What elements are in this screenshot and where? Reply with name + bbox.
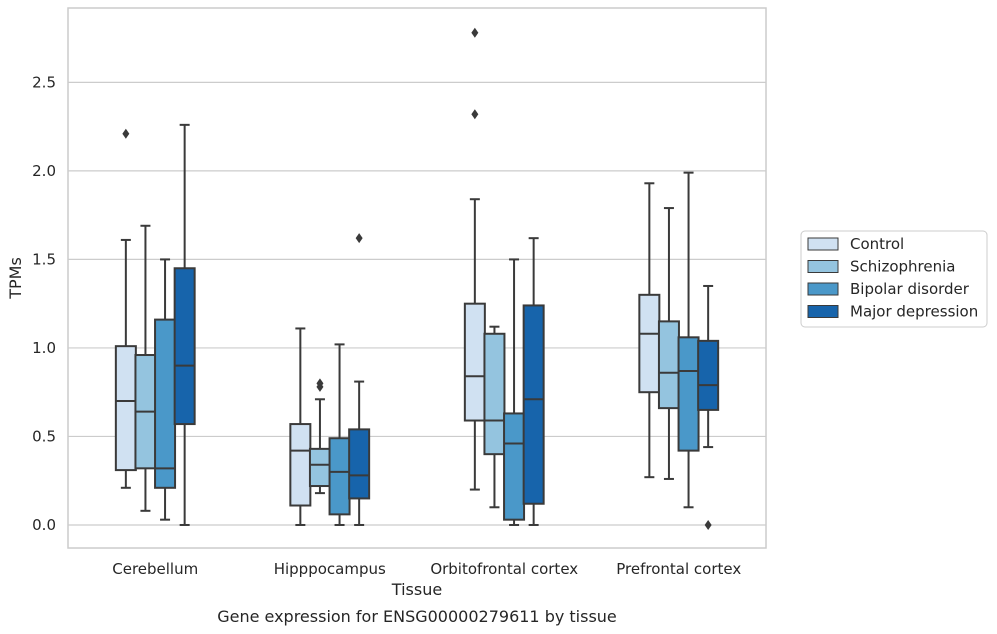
y-tick-labels: 0.0 0.5 1.0 1.5 2.0 2.5	[32, 73, 56, 534]
outlier-point	[471, 109, 479, 120]
box-major-depression	[348, 233, 371, 526]
outlier-point	[471, 27, 479, 38]
x-axis-label: Tissue	[391, 580, 442, 599]
legend-swatch	[807, 282, 839, 296]
x-tick-label: Orbitofrontal cortex	[430, 560, 578, 578]
x-tick-label: Hipppocampus	[274, 560, 386, 578]
legend-swatch	[807, 260, 839, 273]
legend-label: Major depression	[850, 303, 978, 321]
y-tick-label: 2.0	[32, 162, 56, 180]
legend-swatch	[807, 305, 839, 318]
box-bipolar-disorder	[328, 343, 351, 526]
box-iqr	[522, 304, 545, 505]
outlier-point	[122, 128, 130, 139]
legend-label: Schizophrenia	[850, 258, 955, 276]
box-iqr	[697, 339, 720, 411]
box-iqr	[328, 437, 351, 516]
box-bipolar-disorder	[677, 171, 700, 509]
box-iqr	[483, 332, 506, 456]
box-control	[289, 327, 312, 526]
y-axis-label: TPMs	[6, 257, 25, 300]
y-tick-label: 0.0	[32, 516, 56, 534]
legend-frame	[800, 230, 988, 328]
box-iqr	[154, 318, 177, 489]
box-iqr	[114, 345, 137, 472]
box-control	[638, 182, 661, 479]
box-schizophrenia	[308, 378, 331, 495]
legend-label: Bipolar disorder	[850, 280, 970, 298]
y-tick-label: 1.0	[32, 339, 56, 357]
box-control	[463, 27, 486, 491]
box-major-depression	[697, 284, 720, 530]
chart-caption: Gene expression for ENSG00000279611 by t…	[217, 607, 617, 626]
box-schizophrenia	[657, 207, 680, 480]
box-bipolar-disorder	[503, 258, 526, 526]
box-bipolar-disorder	[154, 258, 177, 521]
box-iqr	[657, 320, 680, 410]
x-tick-labels: Cerebellum Hipppocampus Orbitofrontal cort…	[112, 560, 741, 578]
box-iqr	[348, 428, 371, 500]
x-tick-label: Cerebellum	[112, 560, 198, 578]
box-iqr	[638, 293, 661, 394]
box-major-depression	[522, 237, 545, 526]
box-iqr	[308, 447, 331, 488]
boxes	[114, 27, 720, 530]
legend-label: Control	[850, 235, 904, 253]
box-iqr	[463, 302, 486, 422]
box-schizophrenia	[134, 224, 157, 512]
box-iqr	[173, 267, 196, 426]
box-control	[114, 128, 137, 489]
box-iqr	[503, 412, 526, 521]
box-major-depression	[173, 123, 196, 526]
legend-swatch	[807, 237, 839, 251]
y-tick-label: 0.5	[32, 427, 56, 445]
outlier-point	[316, 378, 324, 389]
outlier-point	[704, 519, 712, 530]
x-tick-label: Prefrontal cortex	[616, 560, 741, 578]
box-iqr	[289, 423, 312, 507]
plot-frame	[67, 7, 767, 549]
y-tick-label: 2.5	[32, 73, 56, 91]
y-tick-label: 1.5	[32, 250, 56, 268]
box-iqr	[677, 336, 700, 452]
box-schizophrenia	[483, 325, 506, 509]
outlier-point	[355, 233, 363, 244]
legend: Control Schizophrenia Bipolar disorder Majo…	[800, 230, 988, 328]
